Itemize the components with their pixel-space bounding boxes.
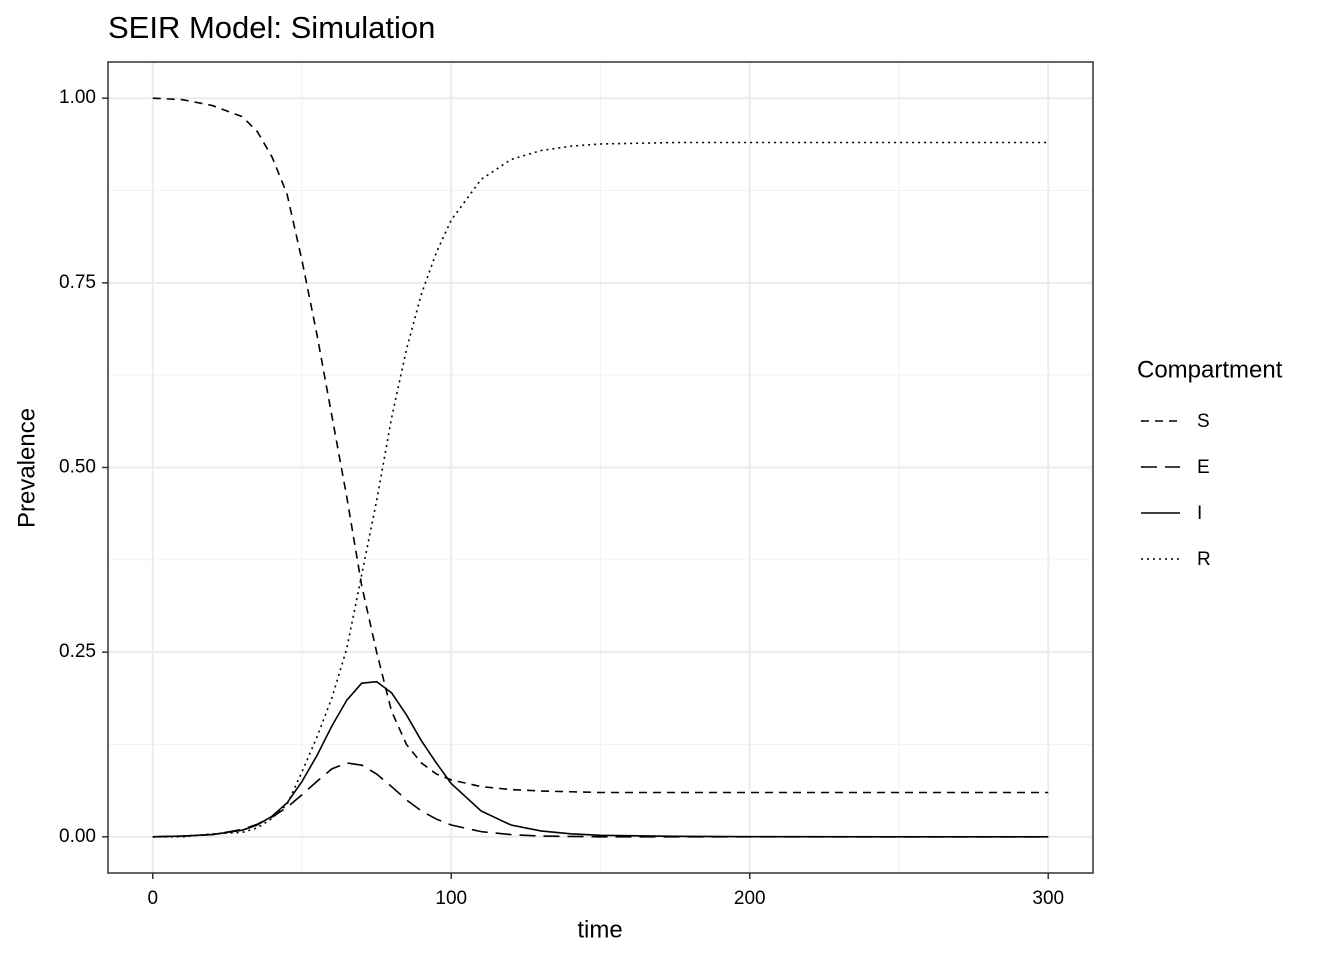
y-tick-label: 0.25 xyxy=(59,641,96,662)
legend-label: S xyxy=(1197,411,1210,432)
x-axis-label: time xyxy=(577,916,622,943)
y-tick-label: 0.50 xyxy=(59,457,96,478)
y-tick-label: 0.75 xyxy=(59,272,96,293)
x-tick-label: 100 xyxy=(435,888,467,909)
legend-label: R xyxy=(1197,549,1211,570)
chart-title: SEIR Model: Simulation xyxy=(108,10,435,45)
legend-label: I xyxy=(1197,503,1202,524)
legend-label: E xyxy=(1197,457,1210,478)
y-axis-label: Prevalence xyxy=(13,408,40,528)
panel-border xyxy=(107,61,1094,874)
x-tick-label: 300 xyxy=(1032,888,1064,909)
series-line xyxy=(152,680,1049,838)
y-tick-label: 0.00 xyxy=(59,826,96,847)
x-tick-label: 200 xyxy=(734,888,766,909)
series-line xyxy=(152,97,1049,794)
legend-title: Compartment xyxy=(1137,356,1283,383)
x-tick-label: 0 xyxy=(147,888,158,909)
y-tick-label: 1.00 xyxy=(59,87,96,108)
